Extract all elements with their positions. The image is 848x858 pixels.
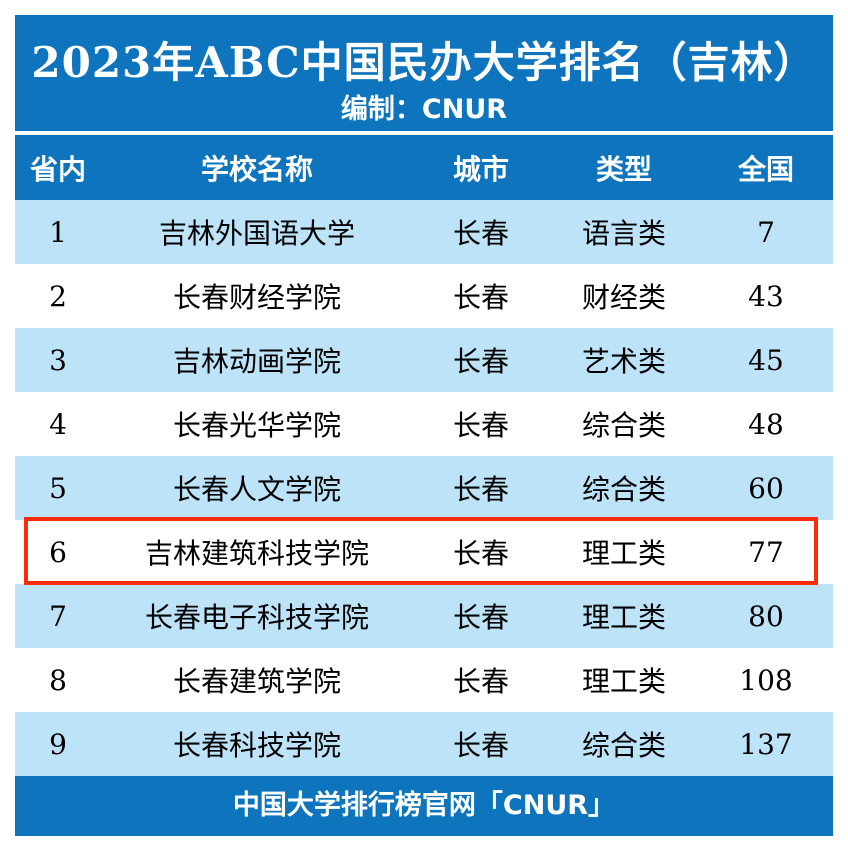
cell-type: 艺术类 [581, 345, 666, 378]
cell-type: 语言类 [581, 217, 666, 250]
cell-national: 45 [748, 343, 784, 377]
cell-city: 长春 [452, 345, 509, 378]
cell-city: 长春 [452, 409, 509, 442]
cell-rank: 4 [49, 407, 67, 441]
table-header: 省内 学校名称 城市 类型 全国 [15, 135, 833, 200]
title-banner: 2023年ABC中国民办大学排名（吉林） 编制：CNUR [15, 15, 833, 131]
cell-name: 吉林动画学院 [172, 345, 341, 378]
cell-type: 理工类 [581, 665, 666, 698]
header-name: 学校名称 [200, 152, 313, 186]
cell-name: 吉林建筑科技学院 [144, 537, 369, 570]
cell-city: 长春 [452, 601, 509, 634]
cell-national: 7 [757, 215, 775, 249]
header-type: 类型 [595, 152, 652, 186]
page-subtitle: 编制：CNUR [340, 94, 508, 125]
cell-rank: 9 [49, 727, 67, 761]
table-row: 3 吉林动画学院 长春 艺术类 45 [15, 328, 833, 392]
cell-national: 48 [748, 407, 784, 441]
cell-national: 137 [739, 727, 793, 761]
cell-type: 理工类 [581, 601, 666, 634]
table-row: 2 长春财经学院 长春 财经类 43 [15, 264, 833, 328]
table-row: 5 长春人文学院 长春 综合类 60 [15, 456, 833, 520]
cell-name: 长春科技学院 [172, 729, 341, 762]
cell-rank: 5 [49, 471, 67, 505]
page-title: 2023年ABC中国民办大学排名（吉林） [31, 38, 817, 87]
cell-type: 财经类 [581, 281, 666, 314]
cell-city: 长春 [452, 473, 509, 506]
table-row: 4 长春光华学院 长春 综合类 48 [15, 392, 833, 456]
cell-name: 长春电子科技学院 [144, 601, 369, 634]
cell-name: 长春人文学院 [172, 473, 341, 506]
cell-type: 理工类 [581, 537, 666, 570]
cell-type: 综合类 [581, 473, 666, 506]
cell-national: 60 [748, 471, 784, 505]
cell-national: 80 [748, 599, 784, 633]
cell-city: 长春 [452, 537, 509, 570]
cell-type: 综合类 [581, 729, 666, 762]
cell-rank: 6 [49, 535, 67, 569]
cell-national: 77 [748, 535, 784, 569]
ranking-table: 2023年ABC中国民办大学排名（吉林） 编制：CNUR 省内 学校名称 城市 … [15, 15, 833, 836]
header-city: 城市 [452, 152, 509, 186]
cell-rank: 2 [49, 279, 67, 313]
table-row: 9 长春科技学院 长春 综合类 137 [15, 712, 833, 776]
table-row: 1 吉林外国语大学 长春 语言类 7 [15, 200, 833, 264]
cell-name: 吉林外国语大学 [158, 217, 355, 250]
table-row: 6 吉林建筑科技学院 长春 理工类 77 [15, 520, 833, 584]
table-body: 1 吉林外国语大学 长春 语言类 7 2 长春财经学院 长春 财经类 43 3 吉林动画学院 长春 艺术类… [15, 200, 833, 776]
cell-rank: 3 [49, 343, 67, 377]
header-national: 全国 [737, 152, 794, 186]
cell-city: 长春 [452, 729, 509, 762]
cell-city: 长春 [452, 217, 509, 250]
cell-name: 长春财经学院 [172, 281, 341, 314]
cell-name: 长春光华学院 [172, 409, 341, 442]
cell-name: 长春建筑学院 [172, 665, 341, 698]
cell-rank: 8 [49, 663, 67, 697]
footer-banner: 中国大学排行榜官网「CNUR」 [15, 776, 833, 836]
cell-national: 108 [739, 663, 793, 697]
cell-type: 综合类 [581, 409, 666, 442]
cell-rank: 7 [49, 599, 67, 633]
cell-national: 43 [748, 279, 784, 313]
cell-city: 长春 [452, 281, 509, 314]
table-row: 8 长春建筑学院 长春 理工类 108 [15, 648, 833, 712]
header-rank: 省内 [29, 152, 86, 186]
cell-city: 长春 [452, 665, 509, 698]
table-row: 7 长春电子科技学院 长春 理工类 80 [15, 584, 833, 648]
cell-rank: 1 [49, 215, 67, 249]
